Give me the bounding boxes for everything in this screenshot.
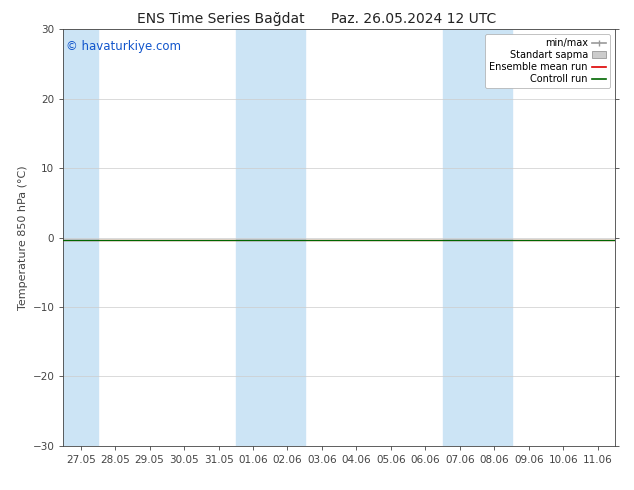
Bar bbox=[63, 29, 98, 446]
Bar bbox=[443, 29, 512, 446]
Y-axis label: Temperature 850 hPa (°C): Temperature 850 hPa (°C) bbox=[18, 165, 29, 310]
Text: © havaturkiye.com: © havaturkiye.com bbox=[66, 40, 181, 53]
Bar bbox=[236, 29, 305, 446]
Text: ENS Time Series Bağdat      Paz. 26.05.2024 12 UTC: ENS Time Series Bağdat Paz. 26.05.2024 1… bbox=[138, 12, 496, 26]
Legend: min/max, Standart sapma, Ensemble mean run, Controll run: min/max, Standart sapma, Ensemble mean r… bbox=[486, 34, 610, 88]
